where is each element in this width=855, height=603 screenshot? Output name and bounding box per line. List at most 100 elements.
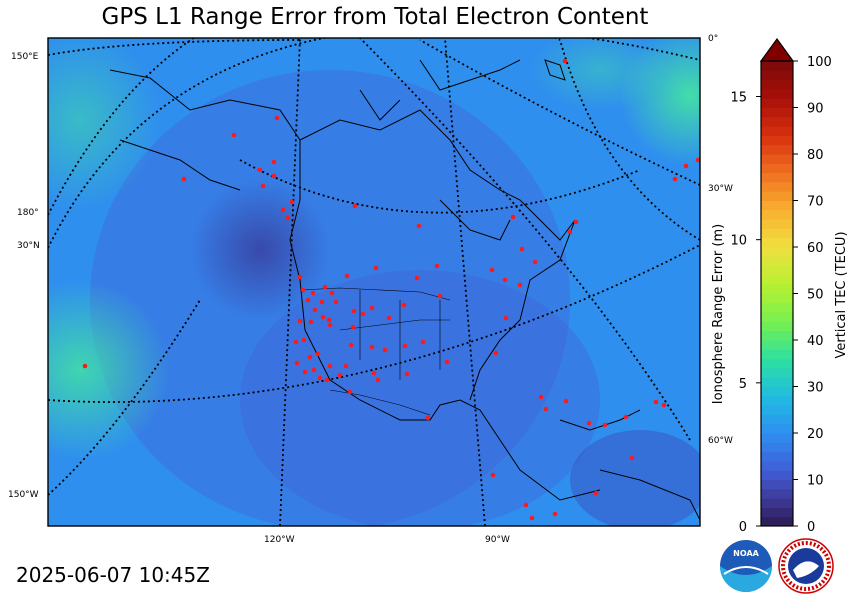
tec-tick-label: 20	[807, 427, 824, 442]
gps-station-marker	[425, 415, 431, 421]
gps-station-marker	[289, 199, 295, 205]
gps-station-marker	[437, 293, 443, 299]
gps-station-marker	[695, 157, 700, 163]
gps-station-marker	[280, 207, 286, 213]
gps-station-marker	[322, 284, 328, 290]
gps-station-marker	[82, 363, 88, 369]
gps-station-marker	[308, 319, 314, 325]
range-ticks: 0 5 10 15	[730, 91, 761, 535]
colorbar-segment	[761, 470, 793, 480]
colorbar-segment	[761, 516, 793, 527]
gps-station-marker	[369, 305, 375, 311]
gps-station-marker	[297, 274, 303, 280]
colorbar-segment	[761, 191, 793, 201]
gps-station-marker	[294, 360, 300, 366]
tec-axis-label: Vertical TEC (TECU)	[834, 231, 849, 358]
gps-station-marker	[352, 203, 358, 209]
gps-station-marker	[629, 455, 635, 461]
gps-station-marker	[305, 297, 311, 303]
gps-station-marker	[319, 299, 325, 305]
colorbar-segment	[761, 358, 793, 369]
lon-label-180: 180°	[17, 208, 39, 218]
gps-station-marker	[543, 406, 549, 412]
gps-station-marker	[402, 343, 408, 349]
colorbar-segment	[761, 423, 793, 434]
colorbar-segment	[761, 135, 793, 146]
gps-station-marker	[231, 132, 237, 138]
gps-station-marker	[375, 377, 381, 383]
colorbar-segment	[761, 172, 793, 183]
coastlines	[109, 59, 700, 521]
gps-station-marker	[181, 176, 187, 182]
tec-tick-label: 80	[807, 148, 824, 163]
lon-label-90w: 90°W	[485, 535, 510, 545]
colorbar-segment	[761, 70, 793, 81]
gps-station-marker	[401, 302, 407, 308]
colorbar-segment	[761, 98, 793, 108]
gps-station-marker	[315, 351, 321, 357]
gps-station-marker	[420, 339, 426, 345]
gps-station-marker	[661, 402, 667, 408]
gps-station-marker	[351, 308, 357, 314]
gps-station-marker	[414, 275, 420, 281]
gps-station-marker	[573, 219, 579, 225]
gps-station-marker	[562, 58, 568, 64]
gps-station-marker	[271, 159, 277, 165]
colorbar-segment	[761, 79, 793, 90]
colorbar-segment	[761, 219, 793, 229]
colorbar-segment	[761, 126, 793, 136]
gps-station-marker	[327, 363, 333, 369]
gps-station-marker	[602, 422, 608, 428]
colorbar-segment	[761, 377, 793, 387]
colorbar-segment	[761, 414, 793, 425]
colorbar-segment	[761, 144, 793, 155]
colorbar-segment	[761, 237, 793, 248]
gps-station-marker	[586, 420, 592, 426]
colorbar-segment	[761, 61, 793, 71]
gps-station-marker	[317, 375, 323, 381]
gps-station-marker	[502, 277, 508, 283]
colorbar-segment	[761, 181, 793, 192]
range-tick-label: 0	[739, 520, 747, 535]
gps-station-marker	[326, 317, 332, 323]
range-tick-label: 10	[730, 234, 747, 249]
chart-title: GPS L1 Range Error from Total Electron C…	[101, 4, 649, 30]
colorbar-segment	[761, 256, 793, 267]
gps-station-marker	[490, 472, 496, 478]
gps-station-marker	[382, 347, 388, 353]
colorbar-segment	[761, 116, 793, 127]
gps-station-marker	[672, 176, 678, 182]
colorbar-segment	[761, 247, 793, 257]
tec-tick-label: 70	[807, 195, 824, 210]
colorbar-segment	[761, 488, 793, 499]
range-tick-label: 15	[730, 91, 747, 106]
gps-station-marker	[348, 342, 354, 348]
gps-station-marker	[519, 246, 525, 252]
gps-station-marker	[360, 311, 366, 317]
gps-station-marker	[310, 290, 316, 296]
gps-station-marker	[347, 389, 353, 395]
gps-station-marker	[683, 163, 689, 169]
lon-label-0: 0°	[708, 34, 718, 44]
gps-station-marker	[312, 307, 318, 313]
gps-station-marker	[320, 314, 326, 320]
gps-station-marker	[369, 344, 375, 350]
tec-tick-label: 60	[807, 241, 824, 256]
noaa-logo-text: NOAA	[733, 549, 759, 558]
gps-station-marker	[444, 359, 450, 365]
colorbar: 0 10 20 30 40 50 60 70 80 90 100 0 5 10 15 Vertical T…	[711, 37, 849, 535]
gps-station-marker	[653, 399, 659, 405]
noaa-logo: NOAA	[720, 540, 772, 592]
colorbar-segment	[761, 460, 793, 471]
colorbar-segment	[761, 386, 793, 397]
colorbar-segment	[761, 451, 793, 462]
gps-station-marker	[386, 315, 392, 321]
tec-ticks: 0 10 20 30 40 50 60 70 80 90 100	[793, 55, 832, 535]
range-axis-label: Ionosphere Range Error (m)	[711, 224, 726, 404]
gps-station-marker	[257, 167, 263, 173]
colorbar-segment	[761, 405, 793, 415]
colorbar-segment	[761, 107, 793, 118]
gps-station-marker	[271, 173, 277, 179]
colorbar-segment	[761, 293, 793, 304]
gps-station-marker	[434, 263, 440, 269]
